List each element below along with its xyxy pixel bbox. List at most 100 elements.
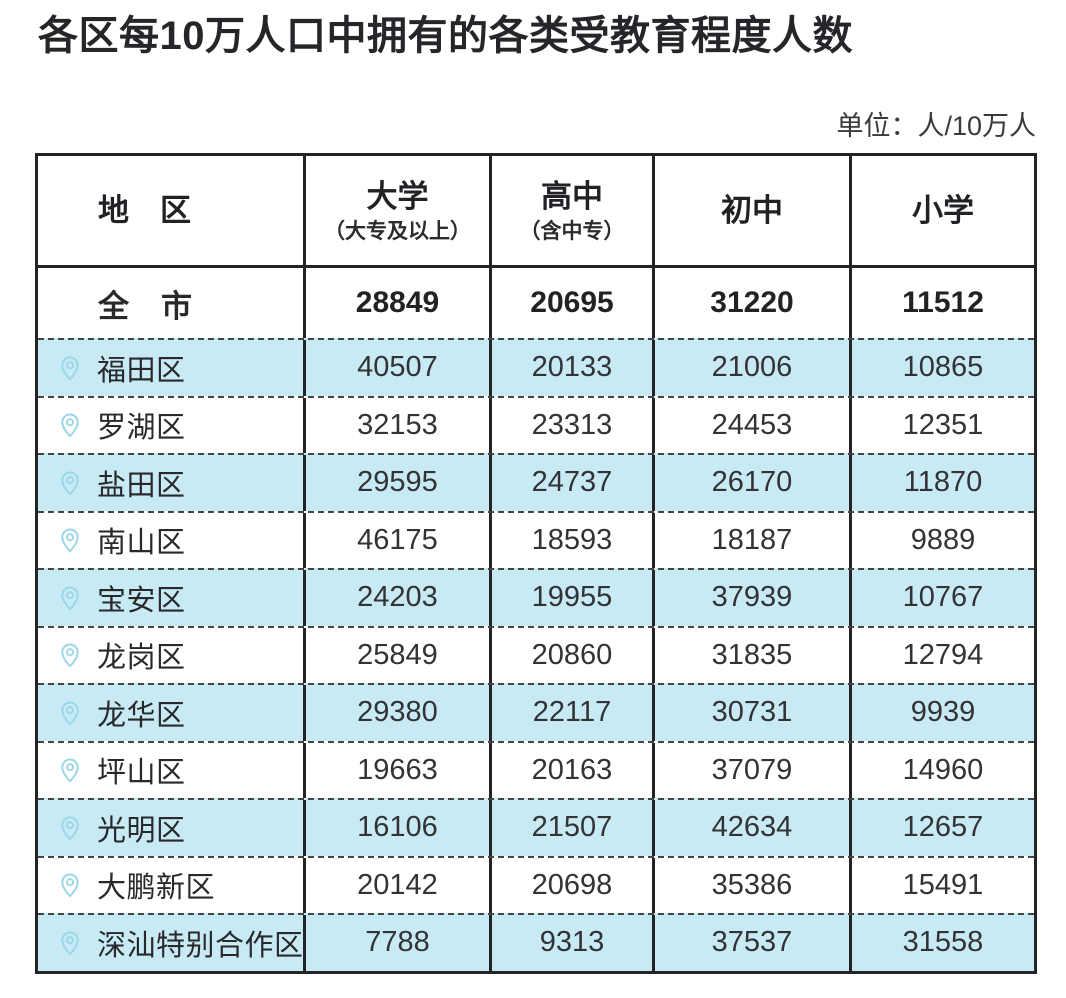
column-header-highschool: 高中 （含中专）: [492, 156, 655, 265]
value-juniorhigh: 24453: [655, 397, 852, 453]
value-university: 20142: [306, 857, 492, 913]
region-cell: 南山区: [38, 512, 306, 568]
location-pin-icon: [56, 699, 84, 727]
value-university: 32153: [306, 397, 492, 453]
table-row: 龙岗区 25849 20860 31835 12794: [38, 625, 1034, 683]
region-cell: 福田区: [38, 340, 306, 396]
value-primary: 11870: [903, 466, 983, 499]
region-name: 南山区: [97, 527, 186, 560]
region-name: 光明区: [97, 814, 186, 847]
value-university: 19663: [306, 742, 492, 798]
value-highschool: 9313: [492, 915, 655, 971]
page-title: 各区每10万人口中拥有的各类受教育程度人数: [38, 14, 853, 58]
location-pin-icon: [56, 469, 84, 497]
value-primary: 14960: [902, 753, 984, 786]
region-name: 盐田区: [97, 469, 186, 502]
value-university: 46175: [306, 512, 492, 568]
value-highschool: 24737: [492, 455, 655, 511]
value-juniorhigh: 42634: [655, 800, 852, 856]
value-juniorhigh: 37939: [655, 570, 852, 626]
education-table: 地 区 大学 （大专及以上） 高中 （含中专） 初中 小学 全 市 28849 …: [35, 153, 1037, 974]
value-primary: 15491: [902, 868, 984, 901]
value-university: 24203: [306, 570, 492, 626]
value-highschool: 18593: [492, 512, 655, 568]
region-name: 龙华区: [97, 699, 186, 732]
value-juniorhigh: 30731: [655, 685, 852, 741]
value-university: 28849: [306, 268, 492, 338]
value-highschool: 20698: [492, 857, 655, 913]
region-name: 宝安区: [97, 584, 186, 617]
column-header-region: 地 区: [38, 156, 306, 265]
value-highschool: 20860: [492, 627, 655, 683]
value-juniorhigh: 31220: [655, 268, 852, 338]
value-university: 40507: [306, 340, 492, 396]
location-pin-icon: [56, 526, 84, 554]
column-header-label: 初中: [721, 192, 783, 228]
table-row: 宝安区 24203 19955 37939 10767: [38, 568, 1034, 626]
column-header-juniorhigh: 初中: [655, 156, 852, 265]
value-university: 16106: [306, 800, 492, 856]
value-university: 7788: [306, 915, 492, 971]
table-row: 光明区 16106 21507 42634 12657: [38, 798, 1034, 856]
value-juniorhigh: 21006: [655, 340, 852, 396]
column-header-sublabel: （含中专）: [519, 220, 625, 244]
location-pin-icon: [56, 641, 84, 669]
value-juniorhigh: 37537: [655, 915, 852, 971]
value-highschool: 20163: [492, 742, 655, 798]
value-university: 25849: [306, 627, 492, 683]
column-header-label: 高中: [541, 178, 603, 214]
location-pin-icon: [56, 354, 84, 382]
column-header-sublabel: （大专及以上）: [324, 220, 471, 244]
location-pin-icon: [56, 929, 84, 957]
value-university: 29595: [306, 455, 492, 511]
value-primary: 12657: [902, 811, 984, 844]
location-pin-icon: [56, 756, 84, 784]
value-highschool: 19955: [492, 570, 655, 626]
region-name: 坪山区: [97, 757, 186, 790]
region-name: 全 市: [98, 288, 193, 324]
value-university: 29380: [306, 685, 492, 741]
location-pin-icon: [56, 411, 84, 439]
value-primary: 10865: [902, 351, 984, 384]
region-name: 深汕特别合作区: [97, 929, 304, 962]
value-primary: 31558: [902, 926, 984, 959]
location-pin-icon: [56, 814, 84, 842]
column-header-label: 小学: [912, 192, 974, 228]
table-row: 龙华区 29380 22117 30731 9939: [38, 683, 1034, 741]
table-row: 盐田区 29595 24737 26170 11870: [38, 453, 1034, 511]
region-name: 大鹏新区: [97, 872, 216, 905]
value-primary: 11512: [902, 286, 984, 319]
region-name: 罗湖区: [97, 412, 186, 445]
value-juniorhigh: 18187: [655, 512, 852, 568]
region-name: 福田区: [97, 354, 186, 387]
region-cell: 盐田区: [38, 455, 306, 511]
value-juniorhigh: 31835: [655, 627, 852, 683]
value-primary: 12351: [902, 408, 984, 441]
value-juniorhigh: 26170: [655, 455, 852, 511]
value-juniorhigh: 35386: [655, 857, 852, 913]
value-primary: 9889: [910, 523, 976, 556]
region-cell: 坪山区: [38, 742, 306, 798]
column-header-primary: 小学: [852, 156, 1034, 265]
value-primary: 12794: [902, 638, 984, 671]
table-row: 坪山区 19663 20163 37079 14960: [38, 740, 1034, 798]
table-row: 深汕特别合作区 7788 9313 37537 31558: [38, 913, 1034, 971]
unit-label: 单位：人/10万人: [836, 111, 1036, 141]
column-header-label: 大学: [366, 178, 429, 214]
value-highschool: 23313: [492, 397, 655, 453]
table-row: 福田区 40507 20133 21006 10865: [38, 338, 1034, 396]
column-header-label: 地 区: [98, 192, 191, 228]
value-highschool: 22117: [492, 685, 655, 741]
value-juniorhigh: 37079: [655, 742, 852, 798]
region-cell: 大鹏新区: [38, 857, 306, 913]
region-cell: 深汕特别合作区: [38, 915, 306, 971]
region-cell: 光明区: [38, 800, 306, 856]
district-rows: 福田区 40507 20133 21006 10865 罗湖区 32153 23…: [38, 338, 1034, 971]
column-header-university: 大学 （大专及以上）: [306, 156, 492, 265]
region-name: 龙岗区: [97, 642, 186, 675]
region-cell: 全 市: [38, 268, 306, 338]
table-row: 大鹏新区 20142 20698 35386 15491: [38, 855, 1034, 913]
location-pin-icon: [56, 871, 84, 899]
table-row: 罗湖区 32153 23313 24453 12351: [38, 395, 1034, 453]
table-row: 南山区 46175 18593 18187 9889: [38, 510, 1034, 568]
